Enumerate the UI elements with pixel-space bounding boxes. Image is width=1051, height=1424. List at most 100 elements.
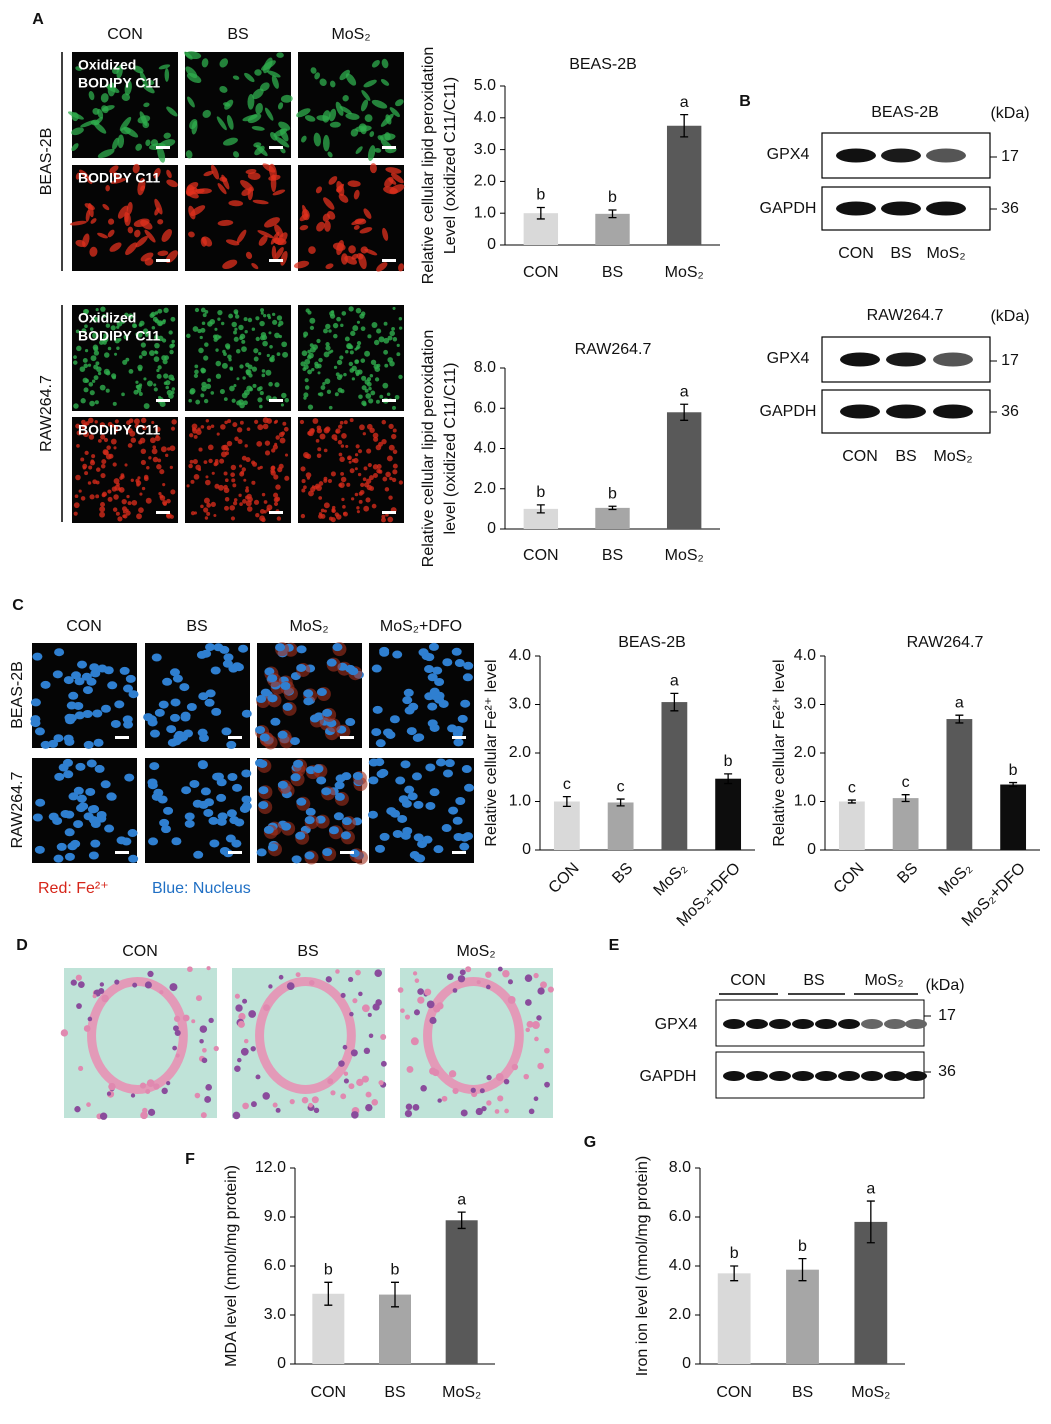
scale-bar [228,736,242,739]
cell [163,806,174,815]
cell [169,983,178,992]
cell [94,420,98,424]
error-bar [1009,781,1018,788]
cell [528,1108,535,1115]
cell [110,325,116,331]
cell [93,375,99,381]
cell [206,511,211,516]
scale-bar [269,259,283,262]
cell [113,425,119,430]
cell [348,976,354,983]
cell [308,246,316,254]
cell [112,171,120,181]
cell [299,419,305,425]
cell [332,322,339,329]
cell [315,485,322,491]
cell [114,352,118,356]
cell [346,344,352,350]
scale-bar [269,399,283,402]
cell [368,386,372,391]
cell [200,307,206,313]
cell [147,778,158,787]
cell [457,975,466,983]
cell [497,1095,504,1102]
cell [371,99,388,109]
y-tick-label: 1.0 [509,793,531,810]
cell [132,163,140,174]
cell [135,332,140,337]
cell [266,353,270,358]
cell [540,981,547,989]
cell [392,829,403,838]
cell [257,424,264,431]
cell [147,718,158,727]
cell [323,476,328,481]
cell [317,447,322,452]
band [836,148,876,163]
cell [281,822,292,831]
cell [192,458,198,465]
cell [301,1096,309,1104]
x-tick-label: MoS₂ [442,1384,481,1401]
cell [315,438,320,443]
cell [95,494,100,499]
cell [205,643,216,652]
significance-label: b [730,1245,739,1262]
cell [315,186,323,194]
cell [112,507,118,512]
cell [105,370,111,376]
cell [433,845,444,854]
y-axis-label: Iron ion level (nmol/mg protein) [634,1156,651,1377]
cell [345,112,360,120]
cell [396,343,400,347]
cell [336,240,344,256]
cell [153,383,157,387]
scale-bar [156,399,170,402]
band [815,1071,837,1081]
cell [507,996,516,1004]
size-label: 36 [1001,403,1019,420]
cell [148,837,159,846]
cell [353,189,360,200]
error-bar [670,692,679,712]
cell [262,313,267,318]
cell [256,440,263,447]
cell [274,247,284,260]
cell [329,80,336,88]
cell [366,381,372,387]
cell [76,430,82,436]
vessel [87,977,188,1094]
cell [368,398,374,404]
cell [233,384,237,388]
cell [243,317,248,322]
cell [441,824,452,833]
band [881,201,921,216]
cell [267,843,278,852]
cell [189,388,196,394]
cell [213,513,217,517]
cell [274,442,278,446]
cell [244,72,255,83]
y-tick-label: 8.0 [474,359,496,376]
cell [290,773,301,782]
cell [144,981,152,989]
cell [87,481,92,485]
cell [234,436,239,441]
cell [424,653,435,662]
cell [547,986,554,993]
cell [203,170,214,177]
micrograph [64,968,217,1118]
cell [116,482,120,487]
cell [260,308,265,313]
cell [314,72,321,80]
vessel [255,977,356,1094]
band [905,1071,927,1081]
cell [392,463,398,469]
error-bar [730,1265,739,1282]
cell [107,346,112,351]
cell [323,448,328,453]
cell [107,218,115,225]
cell [86,1102,91,1107]
cell [110,719,121,728]
cell [361,375,367,381]
